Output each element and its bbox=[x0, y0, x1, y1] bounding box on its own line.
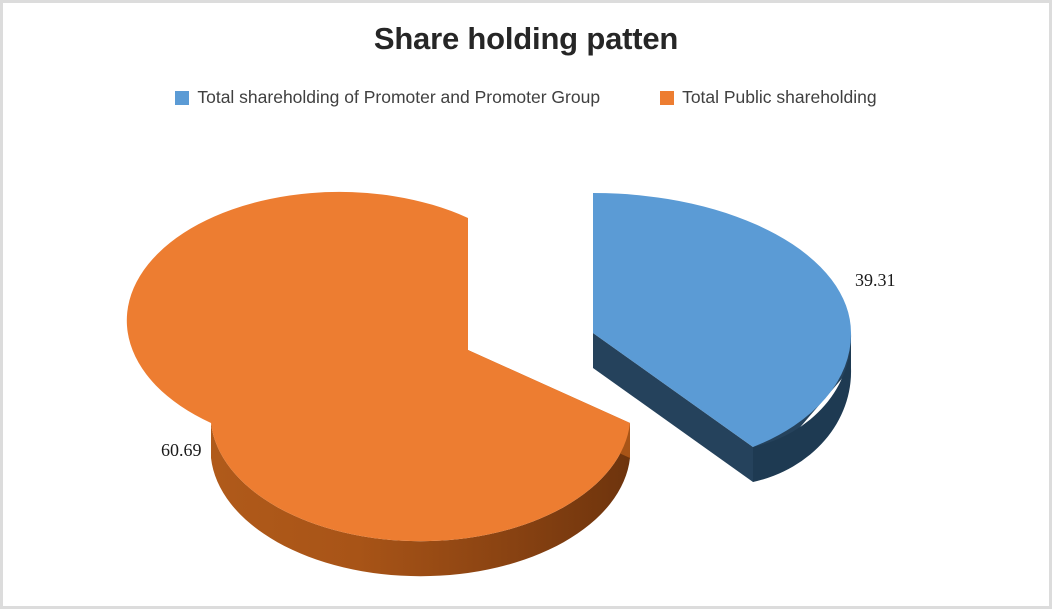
pie-slice-public[interactable] bbox=[126, 191, 631, 577]
legend-swatch-public-icon bbox=[660, 90, 675, 105]
chart-title: Share holding patten bbox=[373, 21, 679, 56]
pie-label-public-value: 60.69 bbox=[161, 440, 202, 460]
pie-slice-promoter[interactable] bbox=[593, 193, 852, 482]
legend-swatch-promoter-icon bbox=[175, 90, 190, 105]
legend-item-promoter[interactable]: Total shareholding of Promoter and Promo… bbox=[175, 87, 600, 108]
legend-item-public[interactable]: Total Public shareholding bbox=[660, 87, 877, 108]
pie-label-promoter-value: 39.31 bbox=[855, 270, 896, 290]
chart-legend: Total shareholding of Promoter and Promo… bbox=[3, 87, 1049, 108]
pie-slice-public-top bbox=[126, 191, 631, 542]
legend-label-public: Total Public shareholding bbox=[682, 87, 877, 107]
pie-slice-promoter-depth-arc bbox=[753, 333, 852, 482]
pie-slice-public-depth bbox=[211, 423, 630, 577]
pie-chart-graphic bbox=[126, 191, 852, 577]
pie-slice-promoter-top bbox=[593, 193, 852, 447]
legend-label-promoter: Total shareholding of Promoter and Promo… bbox=[197, 87, 601, 107]
